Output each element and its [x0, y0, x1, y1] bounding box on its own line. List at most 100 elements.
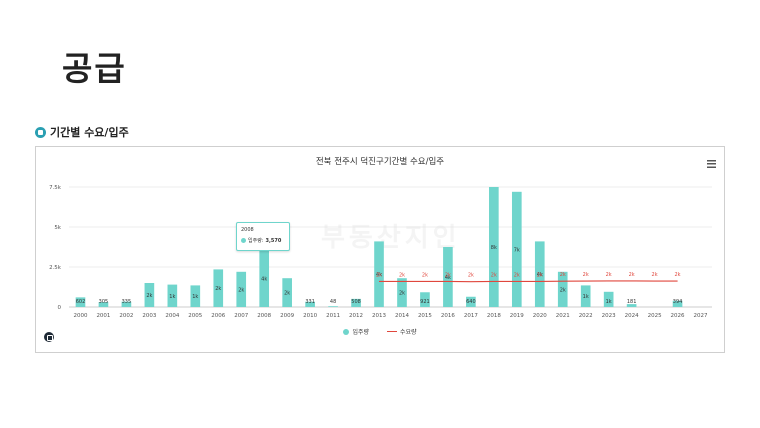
chart-panel: 부동산지인 0 2.5k 5k 7.5k 602 2000 305 2001 335 2002 2k… — [35, 146, 725, 353]
x-tick-label: 2007 — [234, 313, 248, 319]
bar-value-label: 1k — [606, 299, 612, 305]
legend-line-icon — [387, 330, 397, 333]
home-icon — [35, 126, 46, 138]
x-tick-label: 2015 — [418, 313, 432, 319]
tooltip-year: 2008 — [241, 227, 254, 233]
hamburger-menu-icon[interactable] — [707, 160, 716, 168]
bar-2006 — [213, 269, 224, 307]
x-tick-label: 2010 — [303, 313, 317, 319]
x-tick-label: 2006 — [211, 313, 225, 319]
tooltip-dot-icon — [241, 238, 246, 243]
bar-2001 — [98, 302, 109, 307]
bar-value-label: 1k — [192, 294, 198, 300]
y-tick-label: 5k — [54, 225, 61, 231]
x-tick-label: 2014 — [395, 313, 409, 319]
bar-value-label: 335 — [122, 299, 132, 305]
legend-item-demand[interactable]: 수요량 — [387, 327, 417, 336]
logo-icon — [44, 332, 54, 342]
x-tick-label: 2022 — [579, 313, 593, 319]
bar-2000 — [75, 297, 86, 307]
bar-value-label: 305 — [99, 299, 109, 305]
x-tick-label: 2002 — [119, 313, 133, 319]
x-tick-label: 2011 — [326, 313, 340, 319]
chart-canvas: 0 2.5k 5k 7.5k 602 2000 305 2001 335 2002 2k 2003 1k… — [49, 185, 712, 319]
y-tick-label: 2.5k — [49, 265, 62, 271]
demand-line — [379, 280, 678, 283]
slide-title: 공급 — [62, 49, 127, 88]
x-tick-label: 2027 — [694, 313, 708, 319]
bar-2022 — [580, 285, 591, 307]
legend-dot-icon — [343, 328, 350, 335]
bar-2016 — [443, 247, 453, 307]
bar-value-label: 8k — [491, 245, 497, 251]
x-tick-label: 2016 — [441, 313, 455, 319]
bar-value-label: 48 — [330, 299, 336, 305]
bar-value-label: 1k — [583, 294, 589, 300]
bar-value-label: 4k — [376, 272, 382, 278]
x-tick-label: 2019 — [510, 313, 524, 319]
bar-value-label: 2k — [146, 293, 152, 299]
bar-2009 — [282, 278, 292, 307]
x-tick-label: 2013 — [372, 313, 386, 319]
x-tick-label: 2001 — [96, 313, 110, 319]
bar-value-label: 1k — [169, 294, 175, 300]
line-value-label: 2k — [468, 273, 474, 279]
x-tick-label: 2000 — [73, 313, 87, 319]
x-tick-label: 2020 — [533, 313, 547, 319]
x-tick-label: 2018 — [487, 313, 501, 319]
x-tick-label: 2009 — [280, 313, 294, 319]
legend-label-demand: 수요량 — [400, 329, 417, 336]
x-tick-label: 2025 — [648, 313, 662, 319]
line-value-label: 2k — [675, 272, 681, 278]
bar-2017 — [466, 296, 476, 307]
line-value-label: 2k — [583, 272, 589, 278]
x-tick-label: 2003 — [142, 313, 156, 319]
line-value-label: 2k — [376, 272, 382, 278]
bar-value-label: 602 — [76, 299, 86, 305]
bar-2013 — [374, 241, 384, 307]
legend-item-supply[interactable]: 입주량 — [343, 327, 369, 336]
bar-2018 — [489, 187, 499, 307]
section-title: 기간별 수요/입주 — [50, 126, 129, 139]
bar-2002 — [121, 301, 132, 307]
line-value-label: 2k — [422, 272, 428, 278]
bar-2012 — [351, 298, 361, 307]
bar-2010 — [305, 301, 315, 307]
bar-value-label: 7k — [514, 247, 520, 253]
section-header: 기간별 수요/입주 — [35, 124, 129, 140]
bar-2026 — [672, 300, 683, 307]
bar-value-label: 2k — [284, 291, 290, 297]
bar-2021 — [557, 271, 568, 307]
bar-value-label: 181 — [627, 299, 637, 305]
bar-value-label: 331 — [305, 299, 315, 305]
bar-2011 — [328, 306, 338, 307]
bar-2014 — [397, 278, 407, 307]
legend: 입주량 수요량 — [36, 327, 724, 336]
x-tick-label: 2017 — [464, 313, 478, 319]
bar-value-label: 508 — [351, 299, 361, 305]
bar-2019 — [511, 191, 522, 307]
bar-value-label: 921 — [420, 299, 430, 305]
tooltip-value: 3,570 — [265, 237, 282, 244]
line-value-label: 2k — [606, 272, 612, 278]
bar-2024 — [626, 304, 637, 307]
bar-2008 — [259, 249, 270, 307]
bar-value-label: 2k — [238, 287, 244, 293]
bar-2007 — [236, 271, 247, 307]
tooltip-label: 입주량: — [248, 238, 264, 244]
bar-value-label: 4k — [261, 276, 267, 282]
bar-value-label: 2k — [399, 291, 405, 297]
bar-value-label: 2k — [215, 286, 221, 292]
line-value-label: 2k — [399, 272, 405, 278]
bar-2015 — [420, 292, 430, 307]
bar-value-label: 394 — [673, 299, 683, 305]
legend-label-supply: 입주량 — [352, 329, 369, 336]
x-tick-label: 2026 — [671, 313, 685, 319]
bar-2020 — [534, 241, 545, 307]
tooltip: 2008 입주량: 3,570 — [236, 222, 290, 251]
line-value-label: 2k — [629, 272, 635, 278]
x-tick-label: 2024 — [625, 313, 639, 319]
line-value-label: 2k — [514, 272, 520, 278]
line-value-label: 2k — [445, 272, 451, 278]
bar-value-label: 4k — [537, 272, 543, 278]
